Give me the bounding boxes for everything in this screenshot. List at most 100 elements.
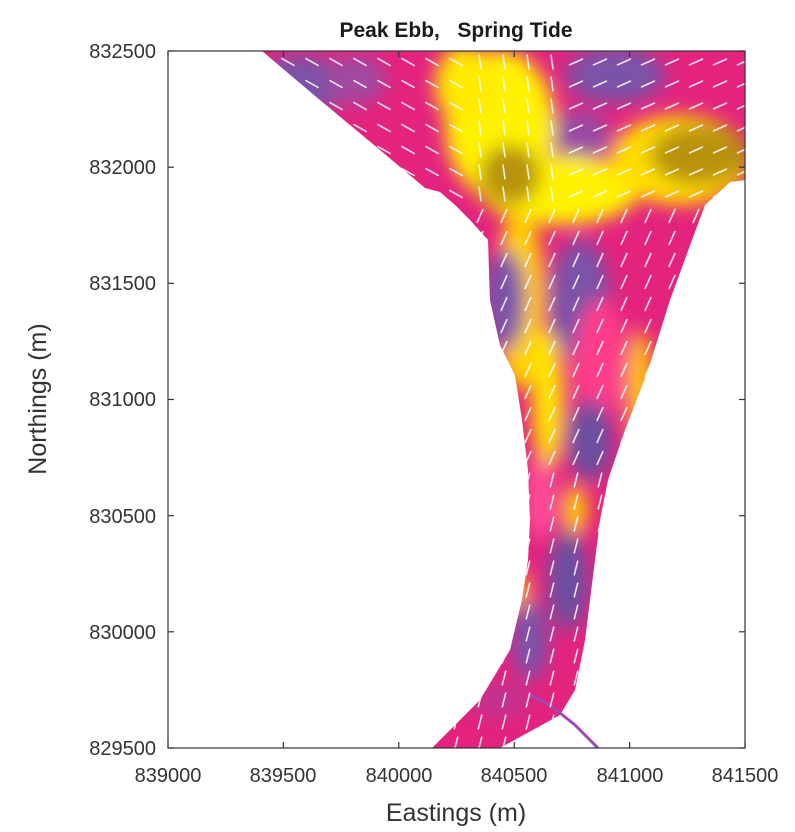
velocity-vector <box>550 120 554 136</box>
velocity-vector <box>525 582 531 598</box>
velocity-vector <box>596 274 604 290</box>
velocity-vector <box>425 145 439 155</box>
x-tick-label: 841000 <box>597 765 664 787</box>
velocity-vector <box>401 57 415 67</box>
velocity-vector <box>572 296 580 312</box>
x-tick-label: 841500 <box>712 765 779 787</box>
velocity-vector <box>425 123 439 133</box>
velocity-vector <box>477 736 483 748</box>
velocity-vector <box>502 120 506 136</box>
velocity-vector <box>401 167 415 177</box>
velocity-vector <box>501 692 507 708</box>
velocity-vector <box>573 582 579 598</box>
velocity-vector <box>524 318 532 334</box>
velocity-vector <box>549 626 555 642</box>
velocity-vector <box>640 58 656 66</box>
velocity-vector <box>616 102 632 110</box>
velocity-vector <box>596 208 604 224</box>
velocity-vector <box>549 604 555 620</box>
velocity-vector <box>644 296 652 312</box>
velocity-vector <box>568 58 584 66</box>
velocity-vector <box>501 714 507 730</box>
velocity-vector <box>620 208 628 224</box>
velocity-vector <box>525 692 531 708</box>
velocity-vector <box>736 146 745 154</box>
velocity-vector <box>329 57 343 67</box>
velocity-vector <box>688 80 704 88</box>
velocity-vector <box>668 208 676 224</box>
velocity-vector <box>425 167 439 177</box>
velocity-vector <box>525 604 531 620</box>
velocity-vector <box>596 230 604 246</box>
velocity-vector <box>592 102 608 110</box>
velocity-vector <box>640 124 656 132</box>
y-tick-labels: 832500 832000 831500 831000 830500 83000… <box>89 41 156 760</box>
x-tick-label: 840500 <box>481 765 548 787</box>
velocity-vector <box>478 98 482 114</box>
velocity-vector <box>572 252 580 268</box>
velocity-vector <box>550 164 554 180</box>
velocity-vector <box>525 648 531 664</box>
velocity-vector <box>526 54 530 70</box>
x-tick-label: 839000 <box>135 765 202 787</box>
velocity-vector <box>736 168 745 176</box>
velocity-vector <box>712 80 728 88</box>
velocity-vector <box>377 123 391 133</box>
velocity-vector <box>573 472 579 488</box>
velocity-vector <box>549 670 555 686</box>
velocity-vector <box>712 58 728 66</box>
velocity-vector <box>688 168 704 176</box>
velocity-vector <box>664 168 680 176</box>
velocity-vector <box>525 560 531 576</box>
velocity-vector <box>401 123 415 133</box>
velocity-vector <box>524 406 532 422</box>
velocity-vector <box>377 79 391 89</box>
y-tick-label: 830000 <box>89 622 156 644</box>
velocity-vector <box>572 450 580 466</box>
velocity-vector <box>550 98 554 114</box>
velocity-vector <box>453 736 459 748</box>
velocity-vector <box>616 146 632 154</box>
velocity-vector <box>736 58 745 66</box>
velocity-vector <box>592 80 608 88</box>
velocity-vector <box>688 58 704 66</box>
velocity-vector <box>524 362 532 378</box>
x-axis-label: Eastings (m) <box>386 799 526 827</box>
velocity-vector <box>549 538 555 554</box>
y-tick-label: 832000 <box>89 157 156 179</box>
velocity-vector <box>568 146 584 154</box>
y-tick-label: 831500 <box>89 273 156 295</box>
velocity-vector <box>548 252 556 268</box>
velocity-vector <box>572 274 580 290</box>
velocity-vector <box>525 626 531 642</box>
velocity-vector <box>548 406 556 422</box>
velocity-vector <box>329 101 343 111</box>
velocity-vector <box>620 252 628 268</box>
velocity-vector <box>736 124 745 132</box>
velocity-vector <box>644 318 652 334</box>
velocity-vector <box>692 208 700 224</box>
velocity-vector <box>548 274 556 290</box>
velocity-vector <box>572 406 580 422</box>
y-tick-label: 832500 <box>89 41 156 63</box>
velocity-vector <box>548 450 556 466</box>
velocity-vector <box>524 428 532 444</box>
velocity-vector <box>620 384 628 400</box>
velocity-vector <box>502 186 506 202</box>
velocity-vector <box>573 604 579 620</box>
axis-ticks <box>167 50 746 749</box>
velocity-vector <box>620 362 628 378</box>
velocity-vector <box>525 670 531 686</box>
velocity-vector <box>572 208 580 224</box>
velocity-vector <box>502 142 506 158</box>
velocity-vector <box>596 362 604 378</box>
velocity-vector <box>573 538 579 554</box>
velocity-vector <box>592 190 608 198</box>
velocity-vector <box>524 208 532 224</box>
velocity-vector <box>478 76 482 92</box>
velocity-vector <box>597 472 603 488</box>
velocity-vector <box>377 101 391 111</box>
velocity-vector <box>620 296 628 312</box>
velocity-vector <box>596 318 604 334</box>
